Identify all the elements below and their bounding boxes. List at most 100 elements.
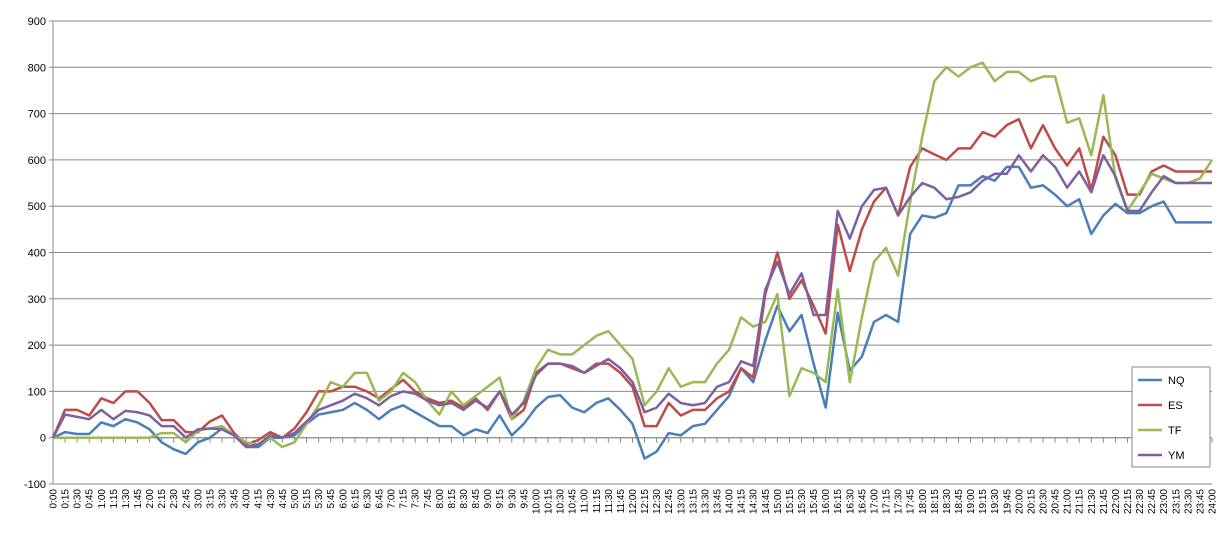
x-tick-label: 11:00 bbox=[580, 489, 591, 514]
series-line bbox=[51, 154, 1212, 449]
x-tick-label: 0:00 bbox=[49, 489, 60, 509]
x-tick-label: 15:45 bbox=[809, 489, 820, 514]
x-tick-label: 11:45 bbox=[616, 489, 627, 514]
x-tick-label: 20:30 bbox=[1038, 489, 1049, 514]
x-tick-label: 16:15 bbox=[833, 489, 844, 514]
x-tick-label: 14:45 bbox=[761, 489, 772, 514]
x-tick-label: 11:30 bbox=[604, 489, 615, 514]
x-tick-label: 2:15 bbox=[157, 489, 168, 509]
x-tick-label: 3:30 bbox=[218, 489, 229, 509]
x-tick-label: 7:45 bbox=[423, 489, 434, 509]
series-line bbox=[51, 117, 1212, 446]
x-tick-label: 20:00 bbox=[1014, 489, 1025, 514]
x-tick-label: 10:00 bbox=[531, 489, 542, 514]
x-tick-label: 17:00 bbox=[869, 489, 880, 514]
y-tick-label: 500 bbox=[28, 201, 46, 213]
x-tick-label: 0:15 bbox=[61, 489, 72, 509]
x-tick-label: 6:15 bbox=[350, 489, 361, 509]
x-tick-label: 9:30 bbox=[507, 489, 518, 509]
x-tick-label: 4:30 bbox=[266, 489, 277, 509]
x-tick-label: 5:45 bbox=[326, 489, 337, 509]
x-tick-label: 16:30 bbox=[845, 489, 856, 514]
x-tick-label: 19:15 bbox=[978, 489, 989, 514]
y-tick-label: 700 bbox=[28, 109, 46, 121]
x-tick-label: 3:15 bbox=[205, 489, 216, 509]
x-tick-label: 17:30 bbox=[894, 489, 905, 514]
x-tick-label: 13:45 bbox=[713, 489, 724, 514]
x-tick-label: 8:15 bbox=[447, 489, 458, 509]
x-tick-label: 23:15 bbox=[1171, 489, 1182, 514]
x-tick-label: 3:45 bbox=[230, 489, 241, 509]
x-tick-label: 2:45 bbox=[181, 489, 192, 509]
x-tick-label: 4:15 bbox=[254, 489, 265, 509]
x-tick-label: 10:30 bbox=[556, 489, 567, 514]
x-tick-label: 24:00 bbox=[1208, 489, 1219, 514]
x-tick-label: 15:30 bbox=[797, 489, 808, 514]
series-line bbox=[52, 165, 1212, 460]
x-tick-label: 15:15 bbox=[785, 489, 796, 514]
x-tick-label: 19:45 bbox=[1002, 489, 1013, 514]
x-tick-label: 22:00 bbox=[1111, 489, 1122, 514]
x-tick-label: 12:30 bbox=[652, 489, 663, 514]
x-tick-label: 18:45 bbox=[954, 489, 965, 514]
x-tick-label: 12:45 bbox=[664, 489, 675, 514]
x-tick-label: 19:30 bbox=[990, 489, 1001, 514]
x-tick-label: 8:45 bbox=[471, 489, 482, 509]
x-tick-label: 1:15 bbox=[109, 489, 120, 509]
x-tick-label: 4:45 bbox=[278, 489, 289, 509]
y-tick-label: 0 bbox=[40, 433, 46, 445]
x-tick-label: 7:15 bbox=[399, 489, 410, 509]
x-tick-label: 5:15 bbox=[302, 489, 313, 509]
y-tick-label: 100 bbox=[28, 386, 46, 398]
y-tick-label: 200 bbox=[28, 340, 46, 352]
x-tick-label: 12:15 bbox=[640, 489, 651, 514]
x-tick-label: 14:00 bbox=[725, 489, 736, 514]
x-tick-label: 7:00 bbox=[387, 489, 398, 509]
x-tick-label: 15:00 bbox=[773, 489, 784, 514]
x-tick-label: 7:30 bbox=[411, 489, 422, 509]
legend-label: YM bbox=[1168, 450, 1185, 462]
x-tick-label: 14:30 bbox=[749, 489, 760, 514]
x-tick-label: 18:30 bbox=[942, 489, 953, 514]
x-tick-label: 0:30 bbox=[73, 489, 84, 509]
y-tick-label: 400 bbox=[28, 248, 46, 260]
x-tick-label: 20:45 bbox=[1051, 489, 1062, 514]
x-tick-label: 9:15 bbox=[495, 489, 506, 509]
x-tick-label: 11:15 bbox=[592, 489, 603, 514]
x-tick-label: 23:00 bbox=[1159, 489, 1170, 514]
x-tick-label: 18:00 bbox=[918, 489, 929, 514]
x-tick-label: 3:00 bbox=[193, 489, 204, 509]
x-tick-label: 2:00 bbox=[145, 489, 156, 509]
x-tick-label: 5:30 bbox=[314, 489, 325, 509]
x-tick-label: 8:00 bbox=[435, 489, 446, 509]
y-tick-label: 900 bbox=[28, 16, 46, 28]
y-tick-label: 800 bbox=[28, 62, 46, 74]
x-tick-label: 21:45 bbox=[1099, 489, 1110, 514]
x-tick-label: 1:45 bbox=[133, 489, 144, 509]
x-tick-label: 13:15 bbox=[688, 489, 699, 514]
x-tick-label: 20:15 bbox=[1026, 489, 1037, 514]
x-tick-label: 19:00 bbox=[966, 489, 977, 514]
x-tick-label: 22:45 bbox=[1147, 489, 1158, 514]
x-tick-label: 6:00 bbox=[338, 489, 349, 509]
x-tick-label: 13:30 bbox=[700, 489, 711, 514]
x-tick-label: 22:30 bbox=[1135, 489, 1146, 514]
x-tick-label: 8:30 bbox=[459, 489, 470, 509]
x-tick-label: 17:15 bbox=[882, 489, 893, 514]
y-tick-label: -100 bbox=[24, 479, 46, 491]
series-line bbox=[53, 61, 1214, 449]
x-tick-label: 9:45 bbox=[519, 489, 530, 509]
x-tick-label: 9:00 bbox=[483, 489, 494, 509]
x-tick-label: 0:45 bbox=[85, 489, 96, 509]
x-tick-label: 1:00 bbox=[97, 489, 108, 509]
x-tick-label: 18:15 bbox=[930, 489, 941, 514]
legend-label: ES bbox=[1168, 400, 1183, 412]
x-tick-label: 6:30 bbox=[362, 489, 373, 509]
x-tick-label: 4:00 bbox=[242, 489, 253, 509]
legend-label: NQ bbox=[1168, 375, 1185, 387]
legend-label: TF bbox=[1168, 425, 1182, 437]
x-tick-label: 10:15 bbox=[543, 489, 554, 514]
x-tick-label: 21:15 bbox=[1075, 489, 1086, 514]
x-tick-label: 17:45 bbox=[906, 489, 917, 514]
